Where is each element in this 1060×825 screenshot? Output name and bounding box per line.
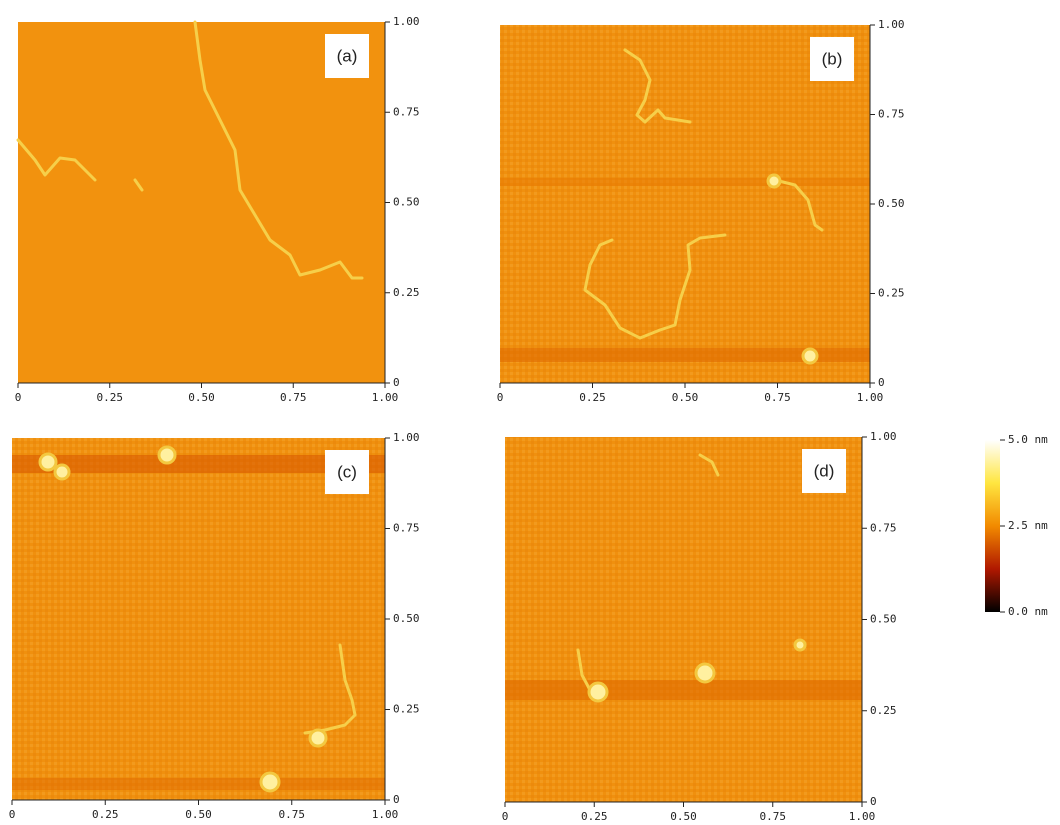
y-tick-label: 0: [393, 793, 400, 806]
y-tick-label: 0.25: [870, 704, 897, 717]
dna-blob: [259, 771, 281, 793]
scan-band: [12, 778, 385, 790]
scan-band: [12, 455, 385, 473]
dna-strand: [623, 48, 692, 124]
dna-strand: [193, 20, 364, 280]
x-tick-label: 0.25: [97, 391, 124, 404]
dna-strand: [773, 178, 824, 232]
y-tick-label: 1.00: [393, 431, 420, 444]
y-tick-label: 1.00: [870, 430, 897, 443]
colorbar-label: 2.5 nm: [1008, 519, 1048, 532]
dna-strand: [698, 453, 720, 477]
y-tick-label: 0.50: [870, 613, 897, 626]
scan-band: [505, 680, 862, 700]
dna-strand: [583, 233, 727, 340]
x-tick-label: 1.00: [372, 391, 399, 404]
dna-strand: [16, 138, 97, 182]
afm-image-a: [18, 22, 385, 383]
x-tick-label: 0.50: [188, 391, 215, 404]
x-tick-label: 1.00: [849, 810, 876, 823]
y-tick-label: 0.75: [878, 108, 905, 121]
dna-blob: [38, 452, 58, 472]
panel-label-box: [325, 450, 369, 494]
dna-blob: [766, 173, 782, 189]
x-tick-label: 0: [9, 808, 16, 821]
dna-blob: [53, 463, 71, 481]
x-tick-label: 0.50: [185, 808, 212, 821]
x-tick-label: 0.25: [581, 810, 608, 823]
panel-label-box: [802, 449, 846, 493]
panel-label: (d): [814, 461, 835, 480]
dna-strand: [133, 178, 144, 192]
x-tick-label: 0.75: [279, 808, 306, 821]
x-tick-label: 0.75: [760, 810, 787, 823]
scan-band: [500, 348, 870, 362]
dna-blob: [801, 347, 819, 365]
x-tick-label: 0.75: [764, 391, 791, 404]
y-tick-label: 0.25: [393, 703, 420, 716]
y-tick-label: 0: [878, 376, 885, 389]
dna-blob: [157, 445, 177, 465]
colorbar: [985, 440, 1000, 612]
x-tick-label: 0: [497, 391, 504, 404]
y-tick-label: 0.50: [393, 196, 420, 209]
x-tick-label: 0.50: [672, 391, 699, 404]
x-tick-label: 0.25: [92, 808, 119, 821]
dna-blob: [587, 681, 609, 703]
y-tick-label: 0.25: [878, 287, 905, 300]
dna-strand: [576, 648, 592, 692]
y-tick-label: 0: [393, 376, 400, 389]
y-tick-label: 1.00: [878, 18, 905, 31]
scan-band: [500, 178, 870, 186]
panel-label: (a): [337, 46, 358, 65]
dna-blob: [308, 728, 328, 748]
y-tick-label: 0: [870, 795, 877, 808]
panel-label-box: [810, 37, 854, 81]
x-tick-label: 0.75: [280, 391, 307, 404]
x-tick-label: 1.00: [372, 808, 399, 821]
colorbar-label: 0.0 nm: [1008, 605, 1048, 618]
afm-image-d: [505, 437, 862, 802]
panel-label: (c): [337, 462, 357, 481]
x-tick-label: 0.25: [579, 391, 606, 404]
y-tick-label: 0.50: [878, 197, 905, 210]
dna-blob: [793, 638, 807, 652]
y-tick-label: 0.25: [393, 286, 420, 299]
x-tick-label: 1.00: [857, 391, 884, 404]
y-tick-label: 0.75: [393, 522, 420, 535]
dna-blob: [694, 662, 716, 684]
y-tick-label: 1.00: [393, 15, 420, 28]
panel-label: (b): [822, 49, 843, 68]
colorbar-label: 5.0 nm: [1008, 433, 1048, 446]
y-tick-label: 0.50: [393, 612, 420, 625]
panel-label-box: [325, 34, 369, 78]
x-tick-label: 0: [502, 810, 509, 823]
x-tick-label: 0: [15, 391, 22, 404]
dna-strand: [303, 643, 357, 735]
y-tick-label: 0.75: [393, 105, 420, 118]
y-tick-label: 0.75: [870, 521, 897, 534]
x-tick-label: 0.50: [670, 810, 697, 823]
